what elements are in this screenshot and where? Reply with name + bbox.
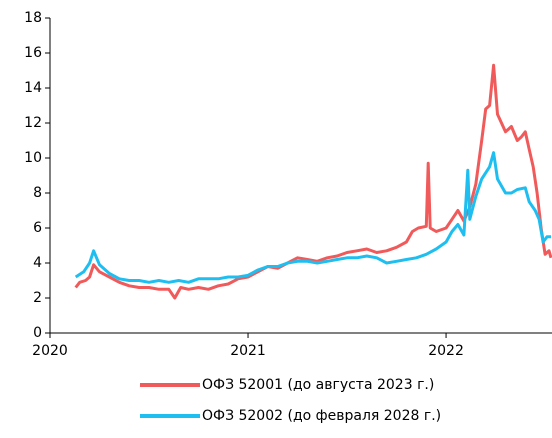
y-tick-label: 12 (24, 115, 42, 131)
y-tick-label: 10 (24, 150, 42, 166)
y-tick-label: 18 (24, 10, 42, 26)
y-tick-label: 16 (24, 45, 42, 61)
x-tick-label: 2020 (32, 343, 68, 359)
legend-label: ОФЗ 52002 (до февраля 2028 г.) (202, 408, 441, 424)
series-line (74, 151, 551, 284)
y-tick-label: 6 (33, 220, 42, 236)
y-tick-label: 0 (33, 325, 42, 341)
x-tick-label: 2022 (428, 343, 464, 359)
x-tick-label: 2021 (230, 343, 266, 359)
y-tick-label: 14 (24, 80, 42, 96)
y-tick-label: 4 (33, 255, 42, 271)
series-line (74, 63, 552, 300)
legend-label: ОФЗ 52001 (до августа 2023 г.) (202, 377, 434, 393)
y-tick-label: 2 (33, 290, 42, 306)
y-tick-label: 8 (33, 185, 42, 201)
